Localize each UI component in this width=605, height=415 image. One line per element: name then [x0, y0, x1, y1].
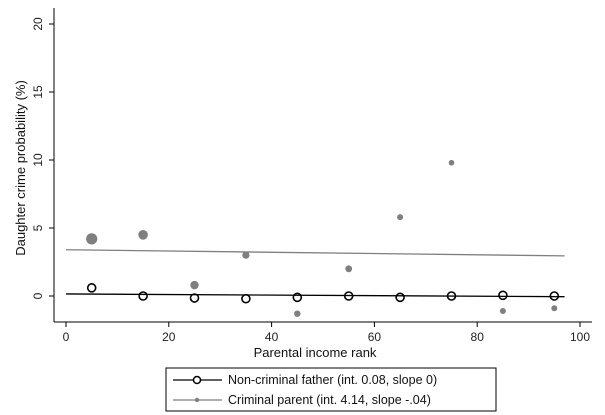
- y-tick-label: 0: [31, 292, 45, 299]
- fit-line-series-2: [65, 249, 565, 257]
- y-axis-title: Daughter crime probability (%): [13, 80, 28, 256]
- point-series-1: [549, 291, 560, 301]
- point-series-1: [138, 291, 148, 301]
- point-series-1: [498, 290, 508, 301]
- y-tick-label: 20: [31, 17, 45, 31]
- legend-label-series-2: Criminal parent (int. 4.14, slope -.04): [228, 393, 431, 407]
- point-series-2: [294, 310, 301, 317]
- point-series-2: [448, 159, 455, 166]
- markers: [86, 159, 560, 317]
- point-series-2: [551, 305, 558, 312]
- x-tick-label: 100: [570, 330, 590, 344]
- point-series-2: [499, 307, 506, 314]
- point-series-1: [446, 291, 457, 301]
- x-axis-title: Parental income rank: [254, 345, 377, 360]
- point-series-2: [86, 233, 98, 245]
- legend-marker-series-2: [194, 397, 200, 403]
- point-series-2: [242, 251, 250, 259]
- x-tick-label: 20: [162, 330, 176, 344]
- legend: Non-criminal father (int. 0.08, slope 0)…: [165, 367, 497, 412]
- point-series-2: [397, 214, 404, 221]
- point-series-1: [395, 292, 405, 303]
- x-tick-label: 40: [265, 330, 279, 344]
- y-tick-label: 15: [31, 85, 45, 99]
- fit-lines: [65, 249, 565, 298]
- axes: 0 20 40 60 80 100 0 5 10 15 20: [31, 8, 592, 344]
- point-series-2: [138, 230, 148, 240]
- point-series-1: [86, 283, 97, 293]
- legend-label-series-1: Non-criminal father (int. 0.08, slope 0): [228, 373, 437, 387]
- legend-marker-series-1: [192, 375, 202, 385]
- point-series-2: [190, 280, 199, 290]
- point-series-1: [292, 292, 303, 303]
- point-series-2: [345, 265, 353, 273]
- point-series-1: [343, 291, 354, 301]
- point-series-1: [189, 293, 200, 303]
- x-tick-label: 0: [63, 330, 70, 344]
- x-tick-label: 80: [471, 330, 485, 344]
- legend-box: [165, 367, 497, 412]
- x-tick-label: 60: [368, 330, 382, 344]
- y-tick-label: 5: [31, 224, 45, 231]
- y-tick-label: 10: [31, 153, 45, 167]
- fit-line-series-1: [65, 293, 565, 298]
- point-series-1: [241, 293, 251, 304]
